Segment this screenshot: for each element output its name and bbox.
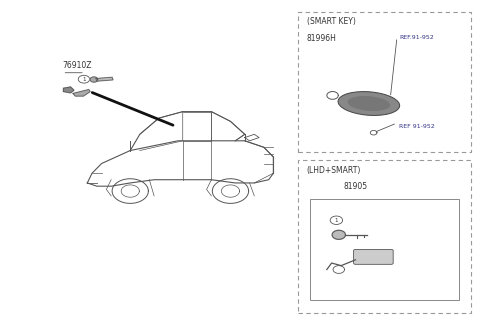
- Text: 1: 1: [335, 218, 338, 223]
- Text: 81996H: 81996H: [307, 34, 336, 43]
- Polygon shape: [332, 230, 346, 239]
- Polygon shape: [90, 77, 98, 82]
- Text: REF 91-952: REF 91-952: [399, 124, 435, 129]
- Text: (LHD+SMART): (LHD+SMART): [307, 165, 361, 175]
- Text: REF.91-952: REF.91-952: [399, 35, 434, 40]
- Ellipse shape: [338, 92, 400, 115]
- Text: 1: 1: [82, 77, 86, 82]
- Polygon shape: [96, 77, 113, 81]
- Ellipse shape: [348, 96, 390, 111]
- Text: 76910Z: 76910Z: [62, 61, 92, 70]
- Polygon shape: [63, 87, 74, 93]
- Polygon shape: [73, 90, 90, 96]
- Text: (SMART KEY): (SMART KEY): [307, 17, 356, 26]
- Text: 81905: 81905: [344, 182, 368, 191]
- FancyBboxPatch shape: [354, 250, 393, 264]
